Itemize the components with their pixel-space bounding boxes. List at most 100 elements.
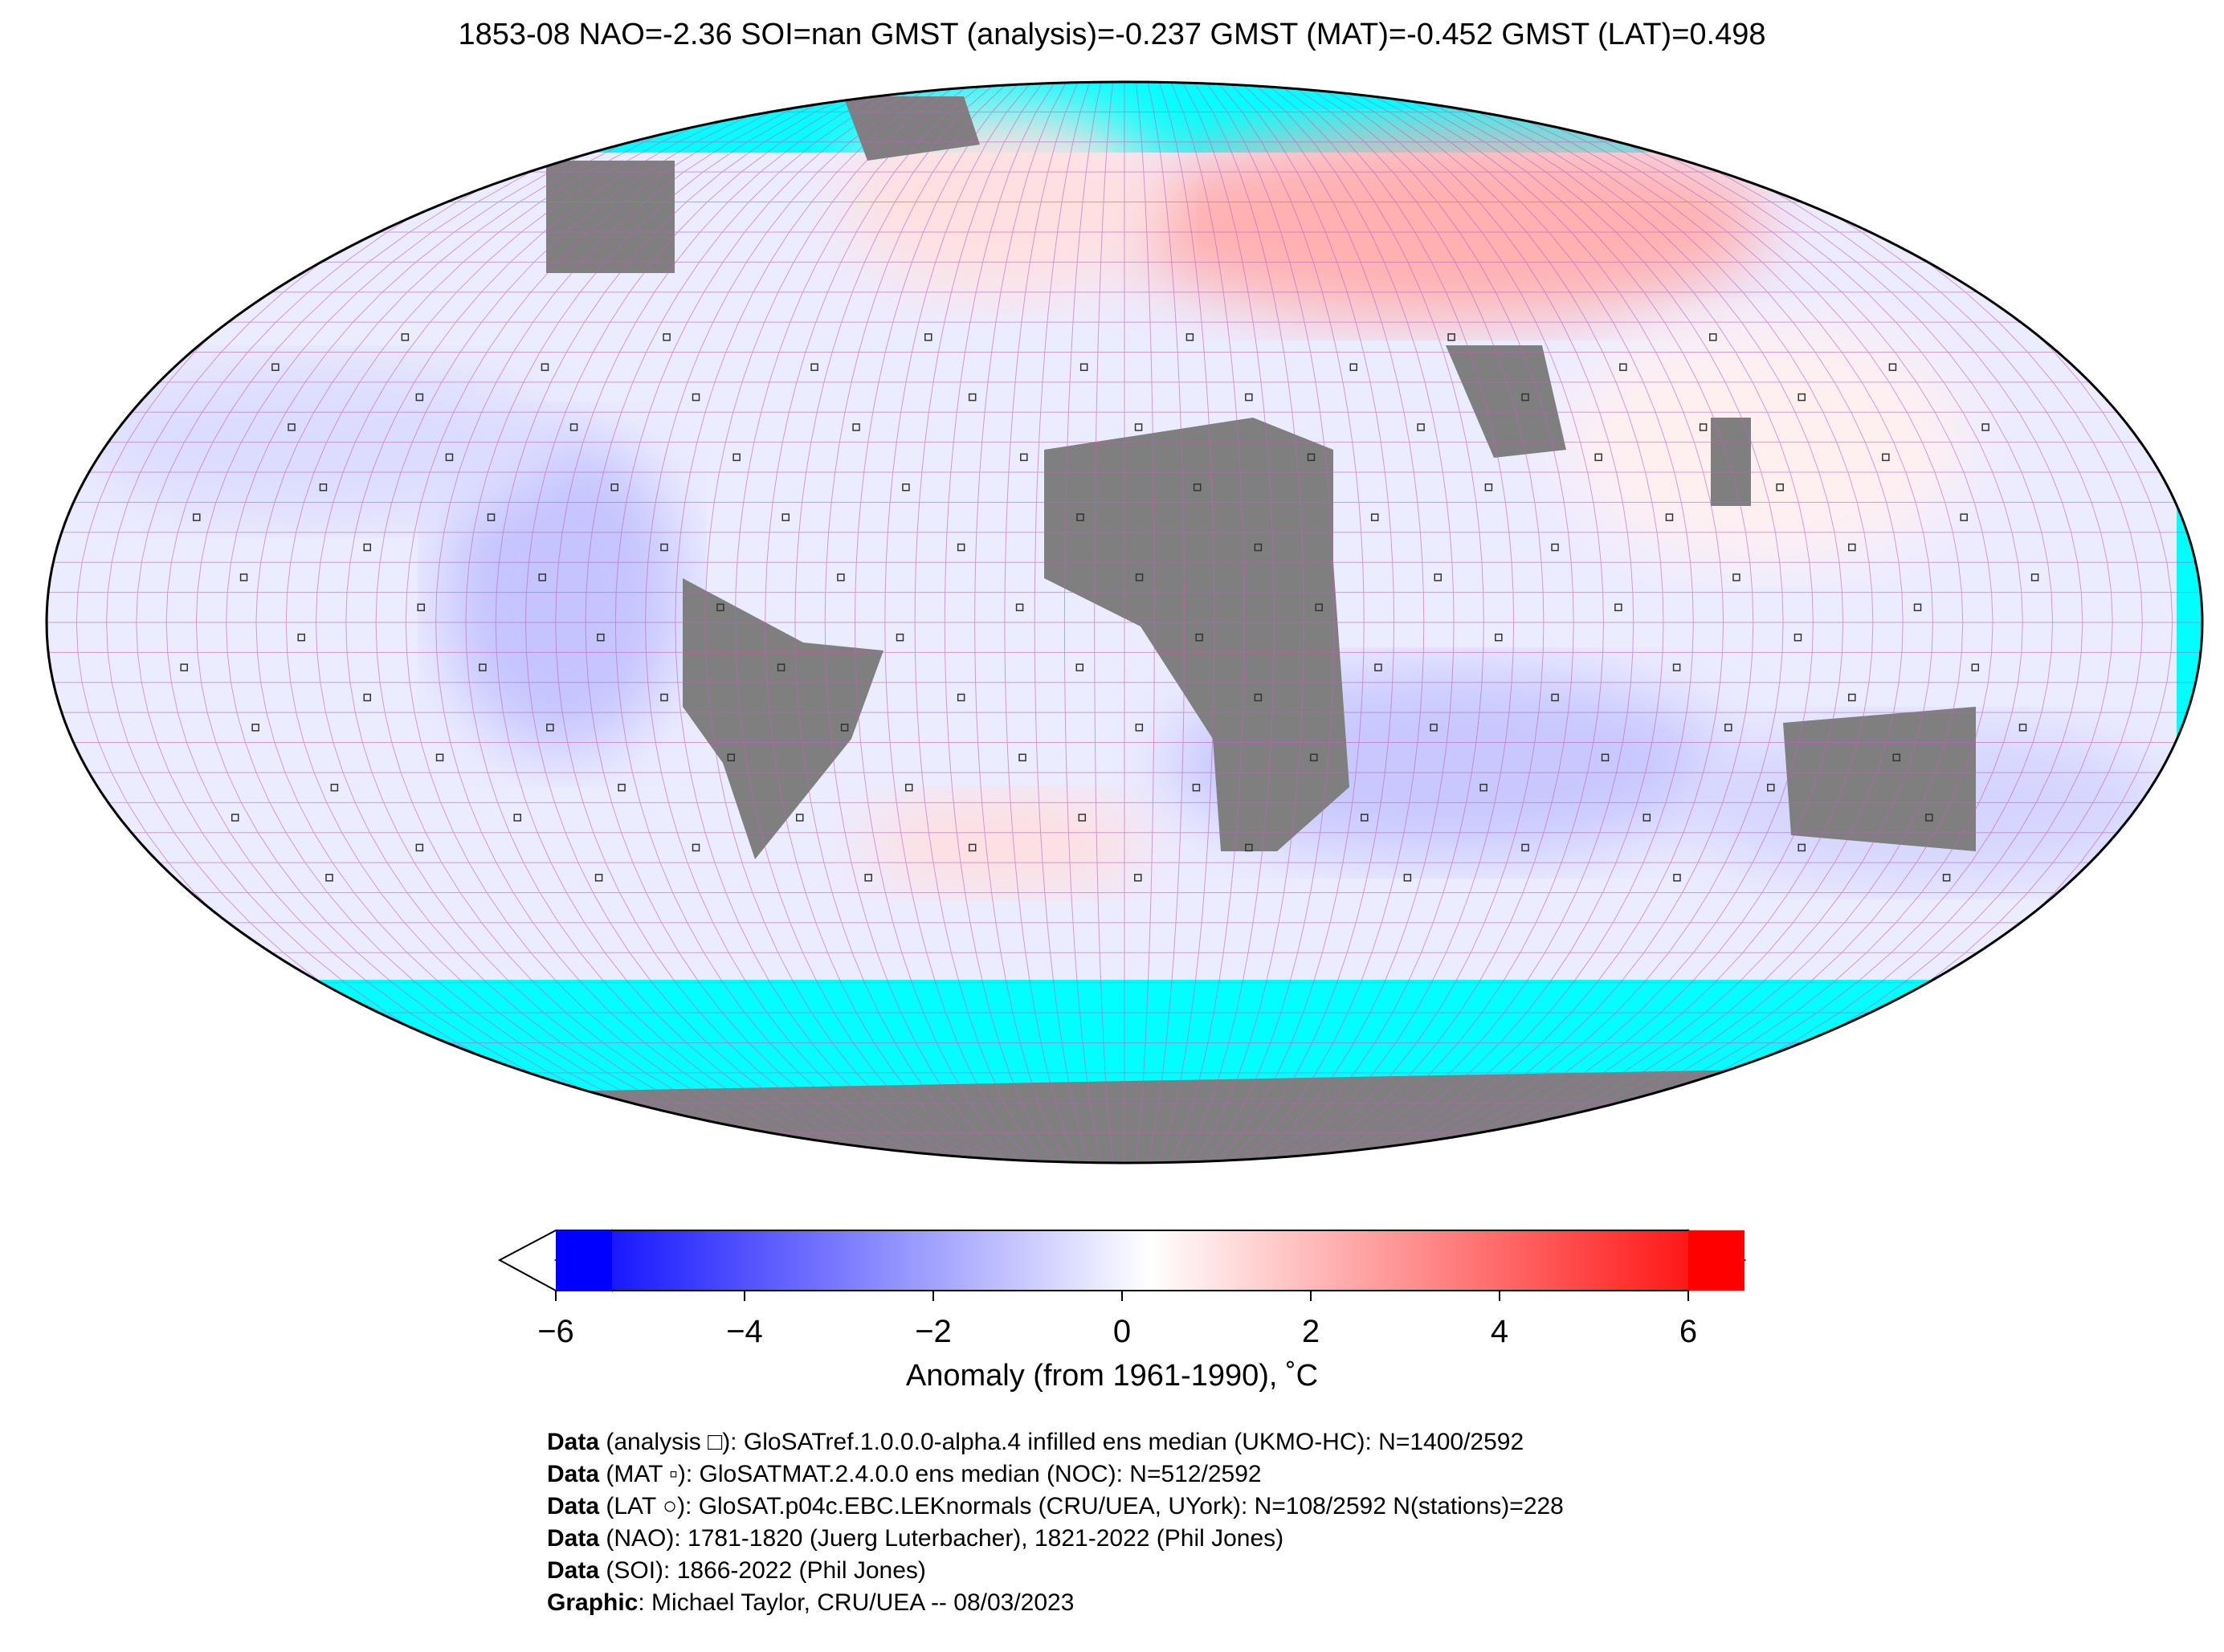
analysis-marker	[239, 573, 248, 581]
colorbar-tick-label: 4	[1490, 1314, 1509, 1349]
land-polygon	[683, 578, 883, 859]
analysis-marker	[660, 693, 668, 702]
analysis-marker	[810, 363, 818, 371]
analysis-marker	[1374, 663, 1382, 671]
analysis-marker	[1484, 483, 1493, 492]
land-polygon	[843, 96, 980, 161]
analysis-marker	[837, 573, 845, 581]
analysis-marker	[1495, 633, 1503, 642]
analysis-marker	[2018, 724, 2027, 732]
analysis-marker	[796, 814, 804, 822]
credit-line: Data (SOI): 1866-2022 (Phil Jones)	[547, 1557, 926, 1584]
analysis-marker	[1942, 874, 1951, 882]
analysis-marker	[1673, 874, 1681, 882]
analysis-marker	[1848, 693, 1856, 702]
analysis-marker	[957, 693, 965, 702]
analysis-marker	[1521, 393, 1529, 402]
land-polygon	[1711, 418, 1751, 506]
analysis-marker	[692, 843, 700, 852]
analysis-marker	[2030, 573, 2039, 581]
analysis-marker	[1724, 724, 1732, 732]
analysis-marker	[1254, 543, 1263, 552]
analysis-marker	[1135, 573, 1144, 581]
analysis-marker	[1315, 603, 1323, 612]
analysis-marker	[1370, 513, 1379, 521]
analysis-marker	[1020, 453, 1028, 462]
analysis-marker	[1079, 363, 1088, 371]
analysis-marker	[1447, 333, 1455, 341]
analysis-marker	[1601, 753, 1610, 761]
analysis-marker	[1882, 453, 1890, 462]
analysis-marker	[1185, 333, 1194, 341]
credit-line: Data (MAT ▫): GloSATMAT.2.4.0.0 ens medi…	[547, 1461, 1262, 1487]
credit-line: Graphic: Michael Taylor, CRU/UEA -- 08/0…	[547, 1589, 1075, 1616]
analysis-marker	[288, 423, 296, 431]
analysis-marker	[1981, 423, 1989, 431]
analysis-marker	[1699, 423, 1708, 431]
analysis-marker	[1078, 814, 1087, 822]
analysis-marker	[1134, 423, 1143, 431]
credits: Data (analysis □): GloSATref.1.0.0.0-alp…	[547, 1426, 1564, 1619]
analysis-marker	[618, 783, 626, 792]
analysis-marker	[732, 453, 741, 462]
analysis-marker	[716, 603, 724, 612]
colorbar	[497, 1229, 1747, 1301]
colorbar-tick-label: −4	[726, 1314, 763, 1349]
analysis-marker	[1192, 783, 1201, 792]
analysis-marker	[1361, 814, 1369, 822]
analysis-marker	[1619, 363, 1627, 371]
analysis-marker	[180, 663, 188, 671]
anomaly-map	[45, 80, 2204, 1165]
analysis-marker	[1403, 874, 1412, 882]
analysis-marker	[1798, 843, 1806, 852]
colorbar-label: Anomaly (from 1961-1990), ˚C	[905, 1359, 1319, 1393]
colorbar-tick-label: 2	[1301, 1314, 1320, 1349]
analysis-marker	[251, 724, 259, 732]
analysis-marker	[1479, 783, 1487, 792]
analysis-marker	[968, 843, 977, 852]
analysis-marker	[231, 814, 239, 822]
analysis-marker	[1135, 724, 1144, 732]
analysis-marker	[1594, 453, 1602, 462]
analysis-marker	[363, 693, 371, 702]
analysis-marker	[1642, 814, 1651, 822]
analysis-marker	[1960, 513, 1968, 521]
analysis-marker	[1798, 393, 1806, 402]
analysis-marker	[479, 663, 487, 671]
station-markers	[180, 333, 2039, 882]
analysis-marker	[727, 753, 736, 761]
analysis-marker	[902, 483, 910, 492]
analysis-marker	[541, 363, 549, 371]
map-title: 1853-08 NAO=-2.36 SOI=nan GMST (analysis…	[458, 18, 1766, 51]
analysis-marker	[1551, 693, 1559, 702]
analysis-marker	[1430, 724, 1438, 732]
analysis-marker	[957, 543, 965, 552]
colorbar-tick-label: 0	[1112, 1314, 1132, 1349]
analysis-marker	[852, 423, 860, 431]
analysis-marker	[445, 453, 454, 462]
analysis-marker	[1665, 513, 1674, 521]
analysis-marker	[325, 874, 333, 882]
analysis-marker	[1614, 603, 1622, 612]
analysis-marker	[415, 393, 424, 402]
analysis-marker	[1925, 814, 1933, 822]
analysis-marker	[1075, 663, 1083, 671]
analysis-marker	[363, 543, 371, 552]
analysis-marker	[968, 393, 977, 402]
analysis-marker	[1310, 753, 1318, 761]
analysis-marker	[1793, 633, 1802, 642]
analysis-marker	[1195, 633, 1203, 642]
analysis-marker	[538, 573, 546, 581]
colorbar-tick-label: −2	[915, 1314, 952, 1349]
land-polygon	[546, 161, 675, 273]
analysis-marker	[417, 603, 426, 612]
analysis-marker	[193, 513, 201, 521]
analysis-marker	[1767, 783, 1775, 792]
analysis-marker	[597, 633, 605, 642]
analysis-marker	[1018, 753, 1026, 761]
map-border	[45, 80, 2204, 1165]
analysis-marker	[1349, 363, 1358, 371]
analysis-marker	[777, 663, 786, 671]
analysis-marker	[663, 333, 671, 341]
analysis-marker	[1434, 573, 1443, 581]
